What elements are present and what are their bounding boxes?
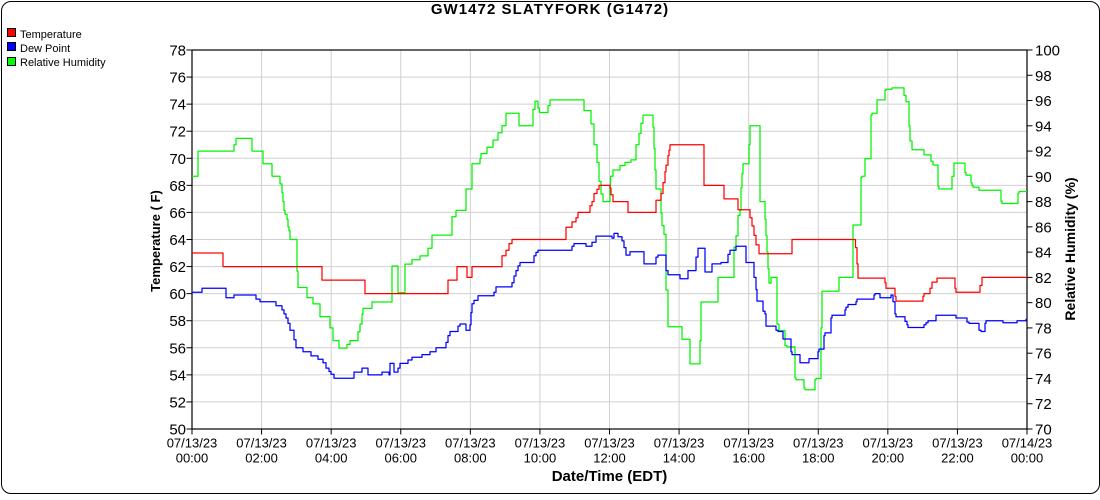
svg-text:16:00: 16:00 (732, 450, 765, 465)
svg-text:00:00: 00:00 (1011, 450, 1044, 465)
svg-text:84: 84 (1035, 245, 1052, 262)
svg-text:07/13/23: 07/13/23 (306, 436, 357, 451)
svg-text:76: 76 (169, 70, 186, 87)
svg-text:70: 70 (169, 151, 186, 168)
svg-text:54: 54 (169, 367, 186, 384)
svg-text:96: 96 (1035, 93, 1052, 110)
svg-text:07/14/23: 07/14/23 (1002, 436, 1053, 451)
svg-text:74: 74 (1035, 371, 1052, 388)
svg-text:20:00: 20:00 (872, 450, 905, 465)
svg-text:78: 78 (169, 43, 186, 60)
svg-text:88: 88 (1035, 194, 1052, 211)
svg-text:72: 72 (169, 124, 186, 141)
svg-text:64: 64 (169, 232, 186, 249)
svg-text:07/13/23: 07/13/23 (167, 436, 218, 451)
svg-text:52: 52 (169, 394, 186, 411)
svg-text:14:00: 14:00 (663, 450, 696, 465)
svg-text:98: 98 (1035, 68, 1052, 85)
svg-text:66: 66 (169, 205, 186, 222)
svg-text:92: 92 (1035, 144, 1052, 161)
svg-text:76: 76 (1035, 346, 1052, 363)
svg-text:60: 60 (169, 286, 186, 303)
svg-text:72: 72 (1035, 396, 1052, 413)
svg-text:50: 50 (169, 422, 186, 439)
svg-text:08:00: 08:00 (454, 450, 487, 465)
svg-text:22:00: 22:00 (941, 450, 974, 465)
svg-text:10:00: 10:00 (524, 450, 557, 465)
svg-text:07/13/23: 07/13/23 (445, 436, 496, 451)
svg-text:90: 90 (1035, 169, 1052, 186)
svg-text:07/13/23: 07/13/23 (793, 436, 844, 451)
svg-text:94: 94 (1035, 118, 1052, 135)
svg-text:82: 82 (1035, 270, 1052, 287)
svg-text:78: 78 (1035, 320, 1052, 337)
svg-text:02:00: 02:00 (245, 450, 278, 465)
svg-text:07/13/23: 07/13/23 (236, 436, 287, 451)
svg-text:56: 56 (169, 340, 186, 357)
svg-text:12:00: 12:00 (593, 450, 626, 465)
svg-text:06:00: 06:00 (384, 450, 417, 465)
svg-text:07/13/23: 07/13/23 (584, 436, 635, 451)
svg-text:07/13/23: 07/13/23 (515, 436, 566, 451)
svg-text:62: 62 (169, 259, 186, 276)
svg-text:58: 58 (169, 313, 186, 330)
svg-text:07/13/23: 07/13/23 (863, 436, 914, 451)
svg-text:07/13/23: 07/13/23 (375, 436, 426, 451)
svg-text:18:00: 18:00 (802, 450, 835, 465)
svg-text:80: 80 (1035, 295, 1052, 312)
svg-text:70: 70 (1035, 422, 1052, 439)
svg-text:100: 100 (1035, 43, 1060, 60)
svg-text:07/13/23: 07/13/23 (723, 436, 774, 451)
svg-text:74: 74 (169, 97, 186, 114)
svg-text:04:00: 04:00 (315, 450, 348, 465)
svg-text:00:00: 00:00 (176, 450, 209, 465)
svg-text:07/13/23: 07/13/23 (932, 436, 983, 451)
svg-text:68: 68 (169, 178, 186, 195)
svg-text:07/13/23: 07/13/23 (654, 436, 705, 451)
svg-text:86: 86 (1035, 219, 1052, 236)
